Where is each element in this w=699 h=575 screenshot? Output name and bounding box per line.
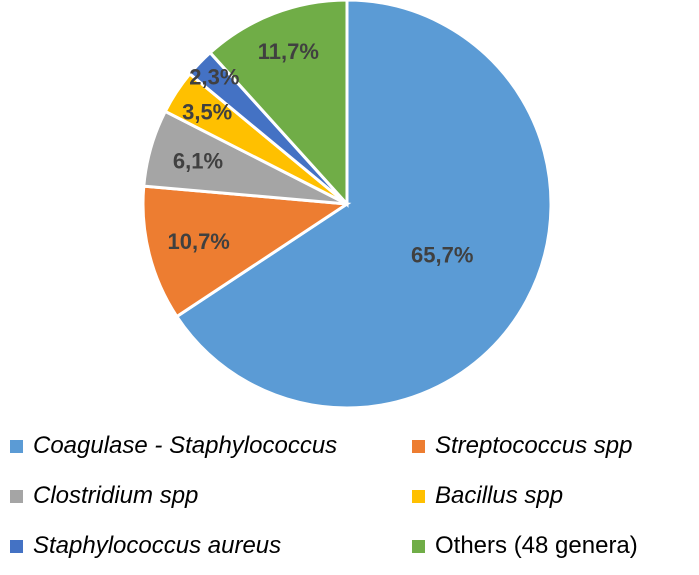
data-label-coagulase-staphylococcus: 65,7% [411, 243, 473, 268]
data-label-staphylococcus-aureus: 2,3% [189, 65, 239, 90]
legend-label: Streptococcus spp [435, 432, 633, 459]
legend-item-others-48-genera: Others (48 genera) [412, 532, 638, 560]
legend-label: Clostridium spp [33, 482, 199, 509]
legend-swatch [412, 489, 425, 503]
data-label-others-48-genera: 11,7% [258, 39, 319, 64]
legend-label: Coagulase - Staphylococcus [33, 432, 338, 459]
legend-swatch [10, 439, 23, 453]
pie-slice-others-48-genera [208, 0, 349, 208]
legend-item-bacillus-spp: Bacillus spp [412, 482, 563, 510]
legend-label: Bacillus spp [435, 482, 564, 509]
legend-swatch [412, 539, 425, 553]
pie-slice-coagulase-staphylococcus [174, 0, 553, 410]
legend-swatch [10, 539, 23, 553]
legend-label: Others (48 genera) [435, 532, 638, 559]
pie-chart-plot: 65,7% 10,7% 6,1% 3,5% 2,3% 11,7% [141, 0, 553, 410]
legend-item-coagulase-staphylococcus: Coagulase - Staphylococcus [10, 432, 337, 460]
pie-data-labels: 65,7% 10,7% 6,1% 3,5% 2,3% 11,7% [167, 39, 473, 267]
legend-item-clostridium-spp: Clostridium spp [10, 482, 198, 510]
legend-item-staphylococcus-aureus: Staphylococcus aureus [10, 532, 281, 560]
legend-swatch [10, 489, 23, 503]
chart-legend: Coagulase - Staphylococcus Streptococcus … [0, 420, 699, 575]
legend-item-streptococcus-spp: Streptococcus spp [412, 432, 632, 460]
legend-swatch [412, 439, 425, 453]
pie-slices [141, 0, 553, 410]
data-label-bacillus-spp: 3,5% [182, 100, 232, 125]
data-label-streptococcus-spp: 10,7% [167, 229, 229, 254]
legend-label: Staphylococcus aureus [33, 532, 282, 559]
pie-slice-streptococcus-spp [141, 184, 352, 319]
data-label-clostridium-spp: 6,1% [173, 149, 223, 174]
